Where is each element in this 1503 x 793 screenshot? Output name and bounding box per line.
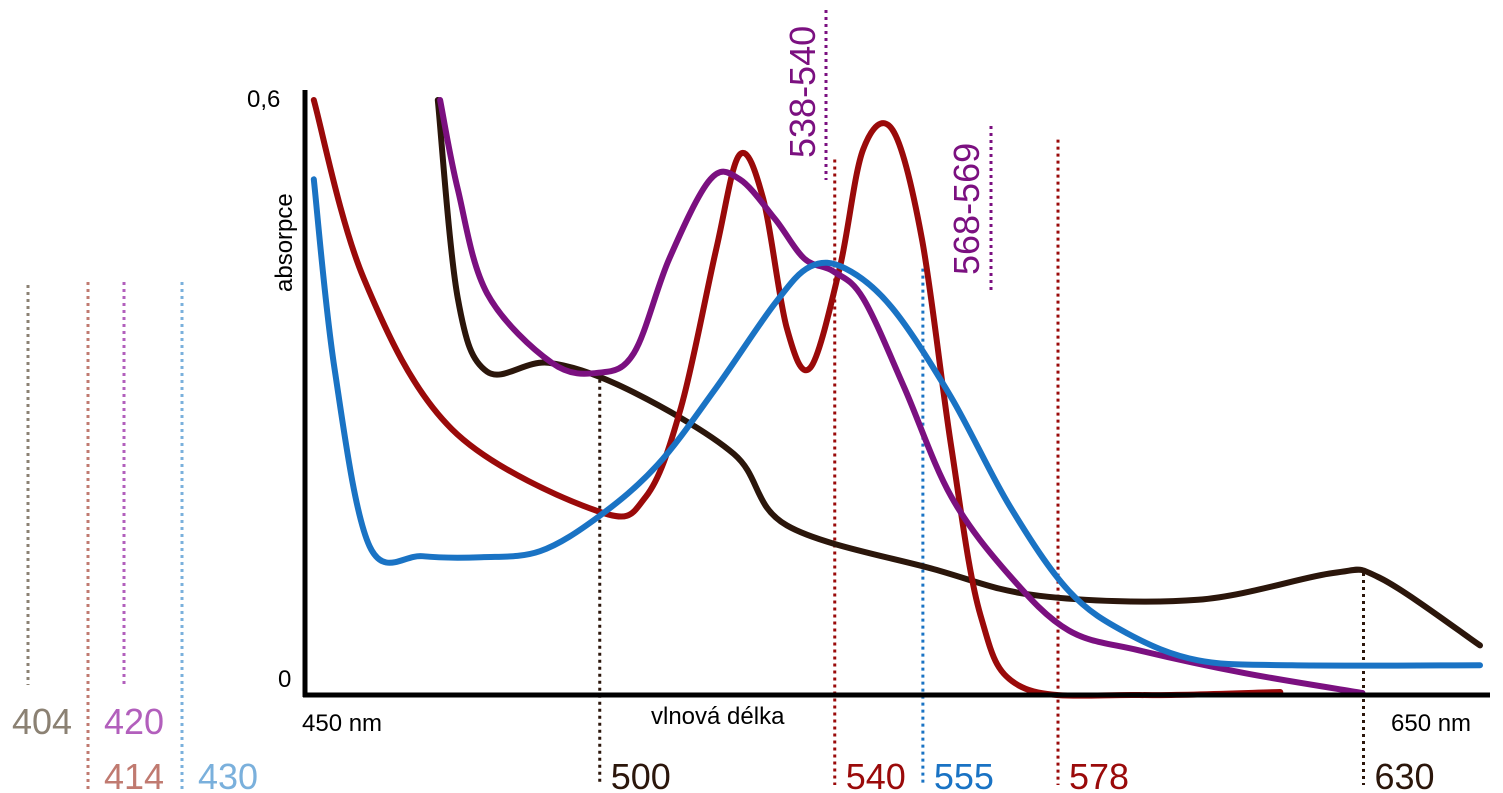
series-line-brown [434, 97, 1483, 649]
axes [302, 90, 1490, 698]
peak-label-578: 578 [1069, 756, 1129, 793]
y-bottom-tick-label: 0 [278, 666, 291, 693]
series-line-blue [310, 176, 1483, 669]
peak-label-555: 555 [934, 756, 994, 793]
x-axis-title: vlnová délka [651, 703, 785, 730]
soret-label-430: 430 [198, 756, 258, 793]
x-end-tick-label: 650 nm [1391, 710, 1471, 737]
series-curves [310, 97, 1483, 699]
top-label-538-540: 538-540 [782, 26, 823, 158]
soret-label-420: 420 [104, 701, 164, 742]
series-line-red [310, 97, 1284, 699]
peak-label-540: 540 [846, 756, 906, 793]
x-start-tick-label: 450 nm [302, 710, 382, 737]
guide-lines [26, 10, 1365, 790]
chart-labels: 0,6 0 absorpce vlnová délka 450 nm 650 n… [247, 86, 1471, 737]
soret-label-414: 414 [104, 756, 164, 793]
top-label-568-569: 568-569 [946, 143, 987, 275]
soret-label-404: 404 [12, 701, 72, 742]
y-axis-title: absorpce [271, 193, 298, 292]
series-line-purple [437, 97, 1366, 696]
peak-marker-labels: 500 540 555 578 630 538-540 568-569 404 414 420 43… [12, 26, 1435, 793]
peak-label-500: 500 [611, 756, 671, 793]
peak-label-630: 630 [1375, 756, 1435, 793]
y-top-tick-label: 0,6 [247, 86, 280, 113]
